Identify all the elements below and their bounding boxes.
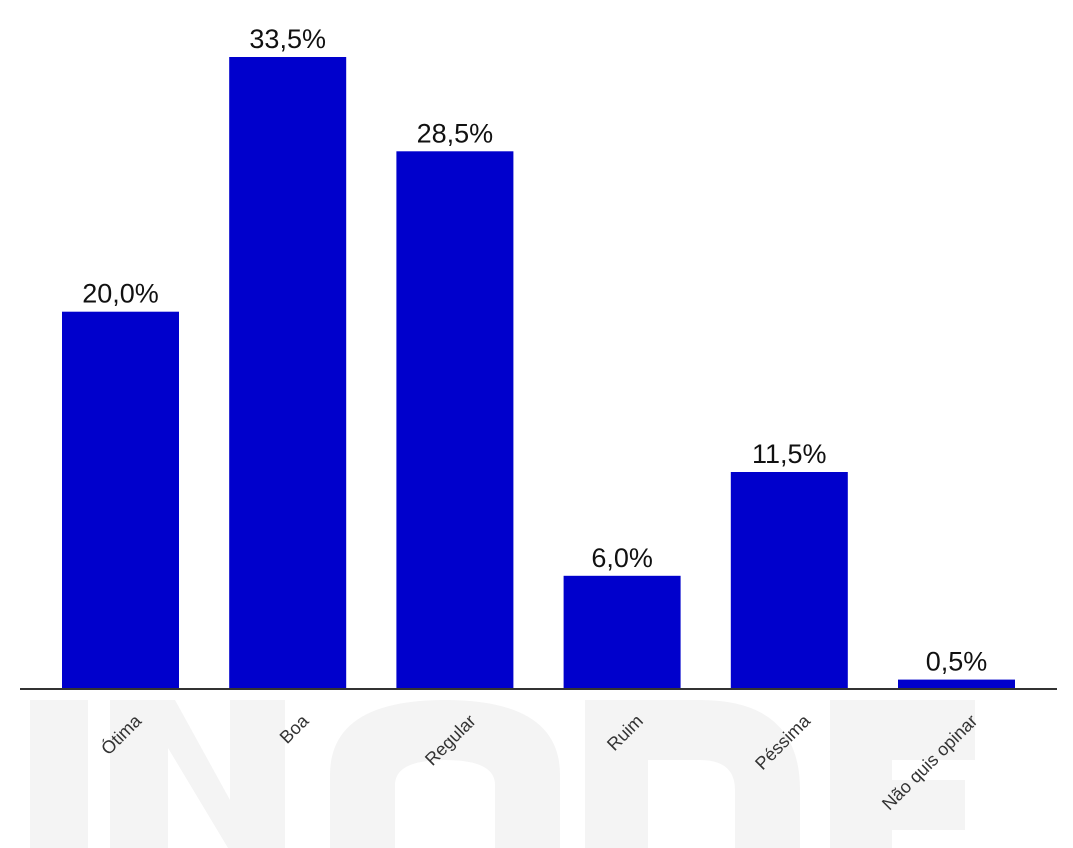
data-label: 11,5% <box>752 439 827 469</box>
bar <box>62 311 179 689</box>
watermark-letter-n <box>110 700 285 848</box>
watermark-letter-e <box>830 700 975 848</box>
data-label: 28,5% <box>417 118 494 148</box>
bar <box>730 472 848 689</box>
data-label: 20,0% <box>82 279 159 309</box>
bar <box>898 679 1015 689</box>
bars-group <box>62 57 1015 690</box>
watermark-letter-o <box>330 700 560 848</box>
data-label: 6,0% <box>591 543 653 573</box>
bar <box>229 57 347 689</box>
watermark-letter-d <box>585 700 800 848</box>
value-labels-group: 20,0% 33,5% 28,5% 6,0% 11,5% 0,5% <box>82 24 987 677</box>
data-label: 33,5% <box>249 24 326 54</box>
data-label: 0,5% <box>926 647 988 677</box>
bar <box>396 151 514 690</box>
watermark-letter-i <box>30 700 88 848</box>
watermark-logo <box>30 700 975 848</box>
bar <box>563 575 681 689</box>
